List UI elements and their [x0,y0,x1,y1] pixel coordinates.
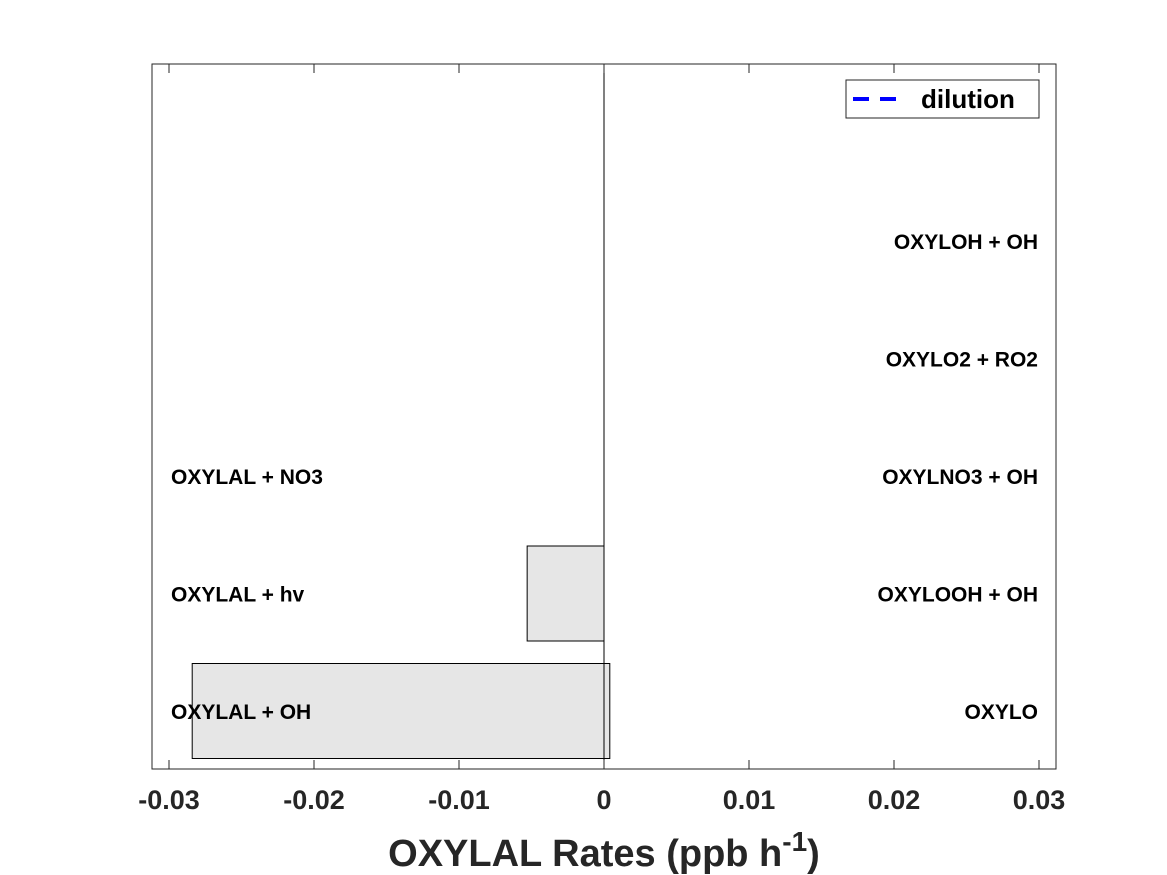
bar-s0-c0 [191,663,605,759]
x-tick-label-5: 0.02 [868,785,921,815]
production-label-3: OXYLO2 + RO2 [886,349,1038,372]
production-label-0: OXYLO [964,701,1038,724]
loss-label-0: OXYLAL + OH [171,701,311,724]
production-label-4: OXYLOH + OH [894,231,1038,254]
x-ticks-group: -0.03 -0.02 -0.01 0 0.01 0.02 0.03 [138,64,1065,815]
bar-s1-c0 [603,663,611,759]
production-label-1: OXYLOOH + OH [878,584,1038,607]
x-tick-label-3: 0 [596,785,611,815]
legend-box [845,79,1040,119]
x-axis-title-superscript: -1 [782,826,807,857]
x-tick-label-1: -0.02 [283,785,345,815]
x-axis-title: OXYLAL Rates (ppb h-1) [388,826,820,875]
x-tick-label-4: 0.01 [723,785,776,815]
production-label-2: OXYLNO3 + OH [882,466,1038,489]
loss-label-1: OXYLAL + hv [171,584,305,607]
loss-label-2: OXYLAL + NO3 [171,466,323,489]
legend-label-dilution: dilution [921,84,1015,114]
bars-group [191,545,611,759]
legend: dilution [845,79,1040,119]
x-tick-label-0: -0.03 [138,785,200,815]
x-tick-label-6: 0.03 [1013,785,1066,815]
bar-s0-c1 [526,545,605,642]
x-tick-label-2: -0.01 [428,785,490,815]
